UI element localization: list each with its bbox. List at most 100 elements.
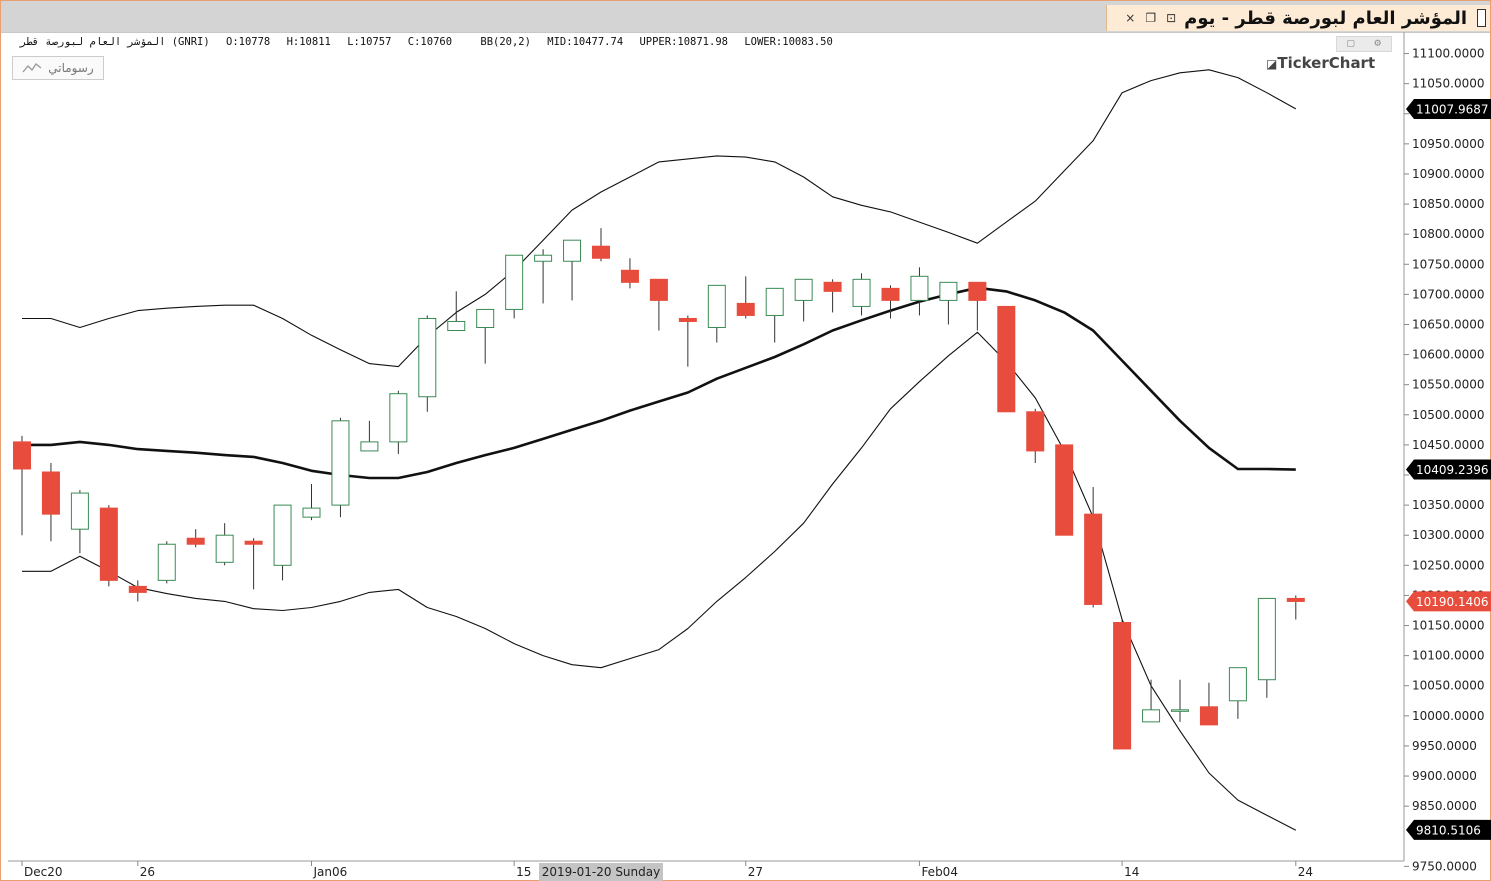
candle-body-down — [244, 540, 263, 545]
price-label-text: 9810.5106 — [1416, 823, 1481, 837]
candle — [852, 273, 871, 316]
brand-name: TickerChart — [1277, 54, 1376, 72]
y-tick-label: 10900.0000 — [1412, 167, 1485, 181]
candle-body-down — [997, 305, 1016, 413]
candle-body-down — [41, 471, 60, 515]
candle — [736, 276, 755, 319]
candle-body-down — [736, 302, 755, 316]
price-label: 9810.5106 — [1406, 819, 1491, 840]
my-drawings-label: رسوماتي — [48, 61, 94, 75]
candle-body-up — [389, 393, 408, 443]
candle — [997, 305, 1016, 413]
line-drawing-icon — [22, 63, 42, 73]
y-tick-label: 9750.0000 — [1412, 859, 1477, 873]
candle — [1199, 682, 1218, 726]
candle — [157, 541, 176, 584]
candle — [476, 308, 495, 364]
price-label: 11007.9687 — [1406, 98, 1491, 119]
maximize-chart-icon[interactable]: ▢ — [1346, 39, 1355, 49]
y-tick-label: 10450.0000 — [1412, 438, 1485, 452]
candle-body-up — [447, 320, 466, 332]
price-label: 10190.1406 — [1406, 591, 1491, 612]
candle-body-up — [852, 278, 871, 307]
candle-body-up — [1171, 709, 1189, 712]
candle — [1142, 679, 1161, 723]
candle-body-up — [534, 254, 553, 262]
candle — [1084, 487, 1103, 608]
candle-body-down — [968, 281, 987, 301]
candle-body-down — [128, 585, 147, 593]
candle — [128, 580, 147, 602]
close-icon[interactable]: × — [1125, 11, 1136, 25]
candle — [1228, 667, 1247, 719]
y-tick-label: 9850.0000 — [1412, 799, 1477, 813]
candle-body-down — [99, 507, 118, 581]
candle — [360, 420, 379, 452]
ohlc-info: المؤشر العام لبورصة قطر (GNRI) O:10778 H… — [20, 36, 843, 48]
price-label-text: 10190.1406 — [1416, 595, 1489, 609]
y-tick-label: 10750.0000 — [1412, 257, 1485, 271]
y-tick-label: 10050.0000 — [1412, 679, 1485, 693]
candle-body-down — [823, 281, 842, 292]
close-value: C:10760 — [407, 36, 453, 48]
x-tick-label: 24 — [1298, 865, 1313, 879]
y-tick-label: 11050.0000 — [1412, 77, 1485, 91]
candle-body-down — [13, 441, 31, 470]
restore-icon[interactable]: ❐ — [1145, 11, 1157, 25]
y-tick-label: 10800.0000 — [1412, 227, 1485, 241]
candle — [331, 417, 350, 518]
select-checkbox[interactable] — [1477, 9, 1486, 27]
candle — [302, 484, 321, 521]
candle-body-up — [1257, 597, 1276, 681]
price-label-box — [1406, 819, 1491, 840]
candle — [13, 435, 31, 536]
candle-body-up — [910, 275, 929, 301]
symbol-label: المؤشر العام لبورصة قطر (GNRI) — [20, 36, 210, 48]
y-tick-label: 10600.0000 — [1412, 348, 1485, 362]
candle — [99, 505, 118, 587]
candle-body-down — [1286, 597, 1305, 602]
candle — [707, 284, 726, 343]
y-tick-label: 10850.0000 — [1412, 197, 1485, 211]
x-tick-label: Jan06 — [313, 865, 348, 879]
my-drawings-button[interactable]: رسوماتي — [12, 56, 104, 80]
candle-body-down — [881, 287, 900, 301]
candle-body-down — [620, 269, 639, 283]
price-label-box — [1406, 98, 1491, 119]
y-tick-label: 10100.0000 — [1412, 649, 1485, 663]
candle-body-up — [1228, 667, 1247, 702]
candle — [534, 249, 553, 304]
x-tick-label: 14 — [1124, 865, 1139, 879]
crosshair-date-label: 2019-01-20 Sunday — [542, 865, 660, 879]
candle — [1286, 595, 1305, 620]
y-tick-label: 9950.0000 — [1412, 739, 1477, 753]
candle — [563, 239, 582, 301]
candle — [186, 529, 205, 548]
y-tick-label: 10300.0000 — [1412, 528, 1485, 542]
bb-upper-value: UPPER:10871.98 — [639, 36, 728, 48]
candle — [939, 281, 958, 325]
price-label-text: 11007.9687 — [1416, 102, 1489, 116]
bb-lower-band — [22, 331, 1297, 831]
y-tick-label: 10500.0000 — [1412, 408, 1485, 422]
bb-mid-value: MID:10477.74 — [547, 36, 624, 48]
price-label-box — [1406, 591, 1491, 612]
x-tick-label: Feb04 — [921, 865, 958, 879]
candle-body-up — [505, 254, 524, 310]
settings-gear-icon[interactable]: ⚙ — [1373, 39, 1382, 49]
candle — [244, 538, 263, 590]
candle-body-down — [1084, 513, 1103, 605]
candle-body-down — [678, 317, 697, 322]
x-tick-label: 27 — [748, 865, 763, 879]
candle-body-up — [794, 278, 813, 301]
candle-body-up — [215, 534, 234, 563]
candle-body-up — [707, 284, 726, 328]
candle-body-up — [476, 308, 495, 328]
x-tick-label: 26 — [140, 865, 155, 879]
candle — [823, 279, 842, 313]
candle-body-up — [331, 420, 350, 506]
candle — [447, 291, 466, 332]
link-icon[interactable]: ⊡ — [1166, 11, 1177, 25]
